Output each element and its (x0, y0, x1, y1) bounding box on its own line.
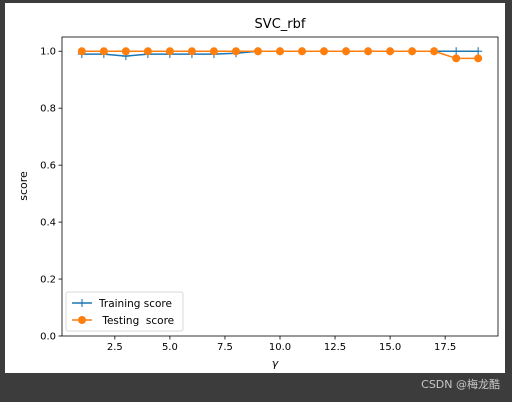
testing-score-point (342, 47, 351, 56)
series-layer (77, 47, 483, 63)
legend-training-label: Training score (98, 298, 172, 310)
x-tick-label: 15.0 (379, 342, 401, 353)
testing-score-point (474, 54, 483, 63)
y-tick-label: 0.2 (40, 275, 56, 286)
y-axis-ticks: 0.0 0.2 0.4 0.6 0.8 1.0 (40, 47, 62, 343)
testing-score-point (143, 47, 152, 56)
plot-area (61, 36, 499, 337)
x-tick-label: 2.5 (107, 342, 123, 353)
testing-score-point (386, 47, 395, 56)
y-axis-label: score (17, 171, 30, 201)
legend-testing-label: Testing score (99, 315, 174, 327)
testing-score-point (320, 47, 329, 56)
y-tick-label: 0.4 (40, 218, 56, 229)
testing-score-point (165, 47, 174, 56)
legend-testing-marker (78, 315, 87, 324)
testing-score-point (77, 47, 86, 56)
y-tick-label: 0.6 (40, 161, 56, 172)
x-tick-label: 10.0 (269, 342, 291, 353)
legend-training-swatch (72, 299, 92, 307)
x-tick-label: 17.5 (434, 342, 456, 353)
testing-score-point (408, 47, 417, 56)
legend-training-marker (78, 299, 86, 307)
testing-score-point (275, 47, 284, 56)
testing-score-point (187, 47, 196, 56)
watermark: CSDN @梅龙酷 (421, 377, 500, 391)
y-tick-label: 1.0 (40, 47, 56, 58)
x-axis-label: γ (272, 357, 279, 370)
training-score-point (474, 47, 483, 56)
testing-score-point (231, 47, 240, 56)
legend: Training score Testing score (65, 291, 184, 332)
testing-score-point (452, 54, 461, 63)
testing-score-point (99, 47, 108, 56)
training-score-point (452, 47, 461, 56)
x-tick-label: 7.5 (217, 342, 233, 353)
x-axis-ticks: 2.5 5.0 7.5 10.0 12.5 15.0 17.5 (107, 336, 456, 353)
testing-score-point (430, 47, 439, 56)
testing-score-point (121, 47, 130, 56)
legend-testing-swatch (72, 315, 92, 324)
chart-title: SVC_rbf (255, 17, 306, 32)
testing-score-point (364, 47, 373, 56)
x-tick-label: 12.5 (324, 342, 346, 353)
x-tick-label: 5.0 (162, 342, 178, 353)
legend-box (65, 291, 184, 332)
testing-score-point (209, 47, 218, 56)
testing-score-point (298, 47, 307, 56)
testing-score-point (253, 47, 262, 56)
y-tick-label: 0.0 (40, 332, 56, 343)
y-tick-label: 0.8 (40, 104, 56, 115)
